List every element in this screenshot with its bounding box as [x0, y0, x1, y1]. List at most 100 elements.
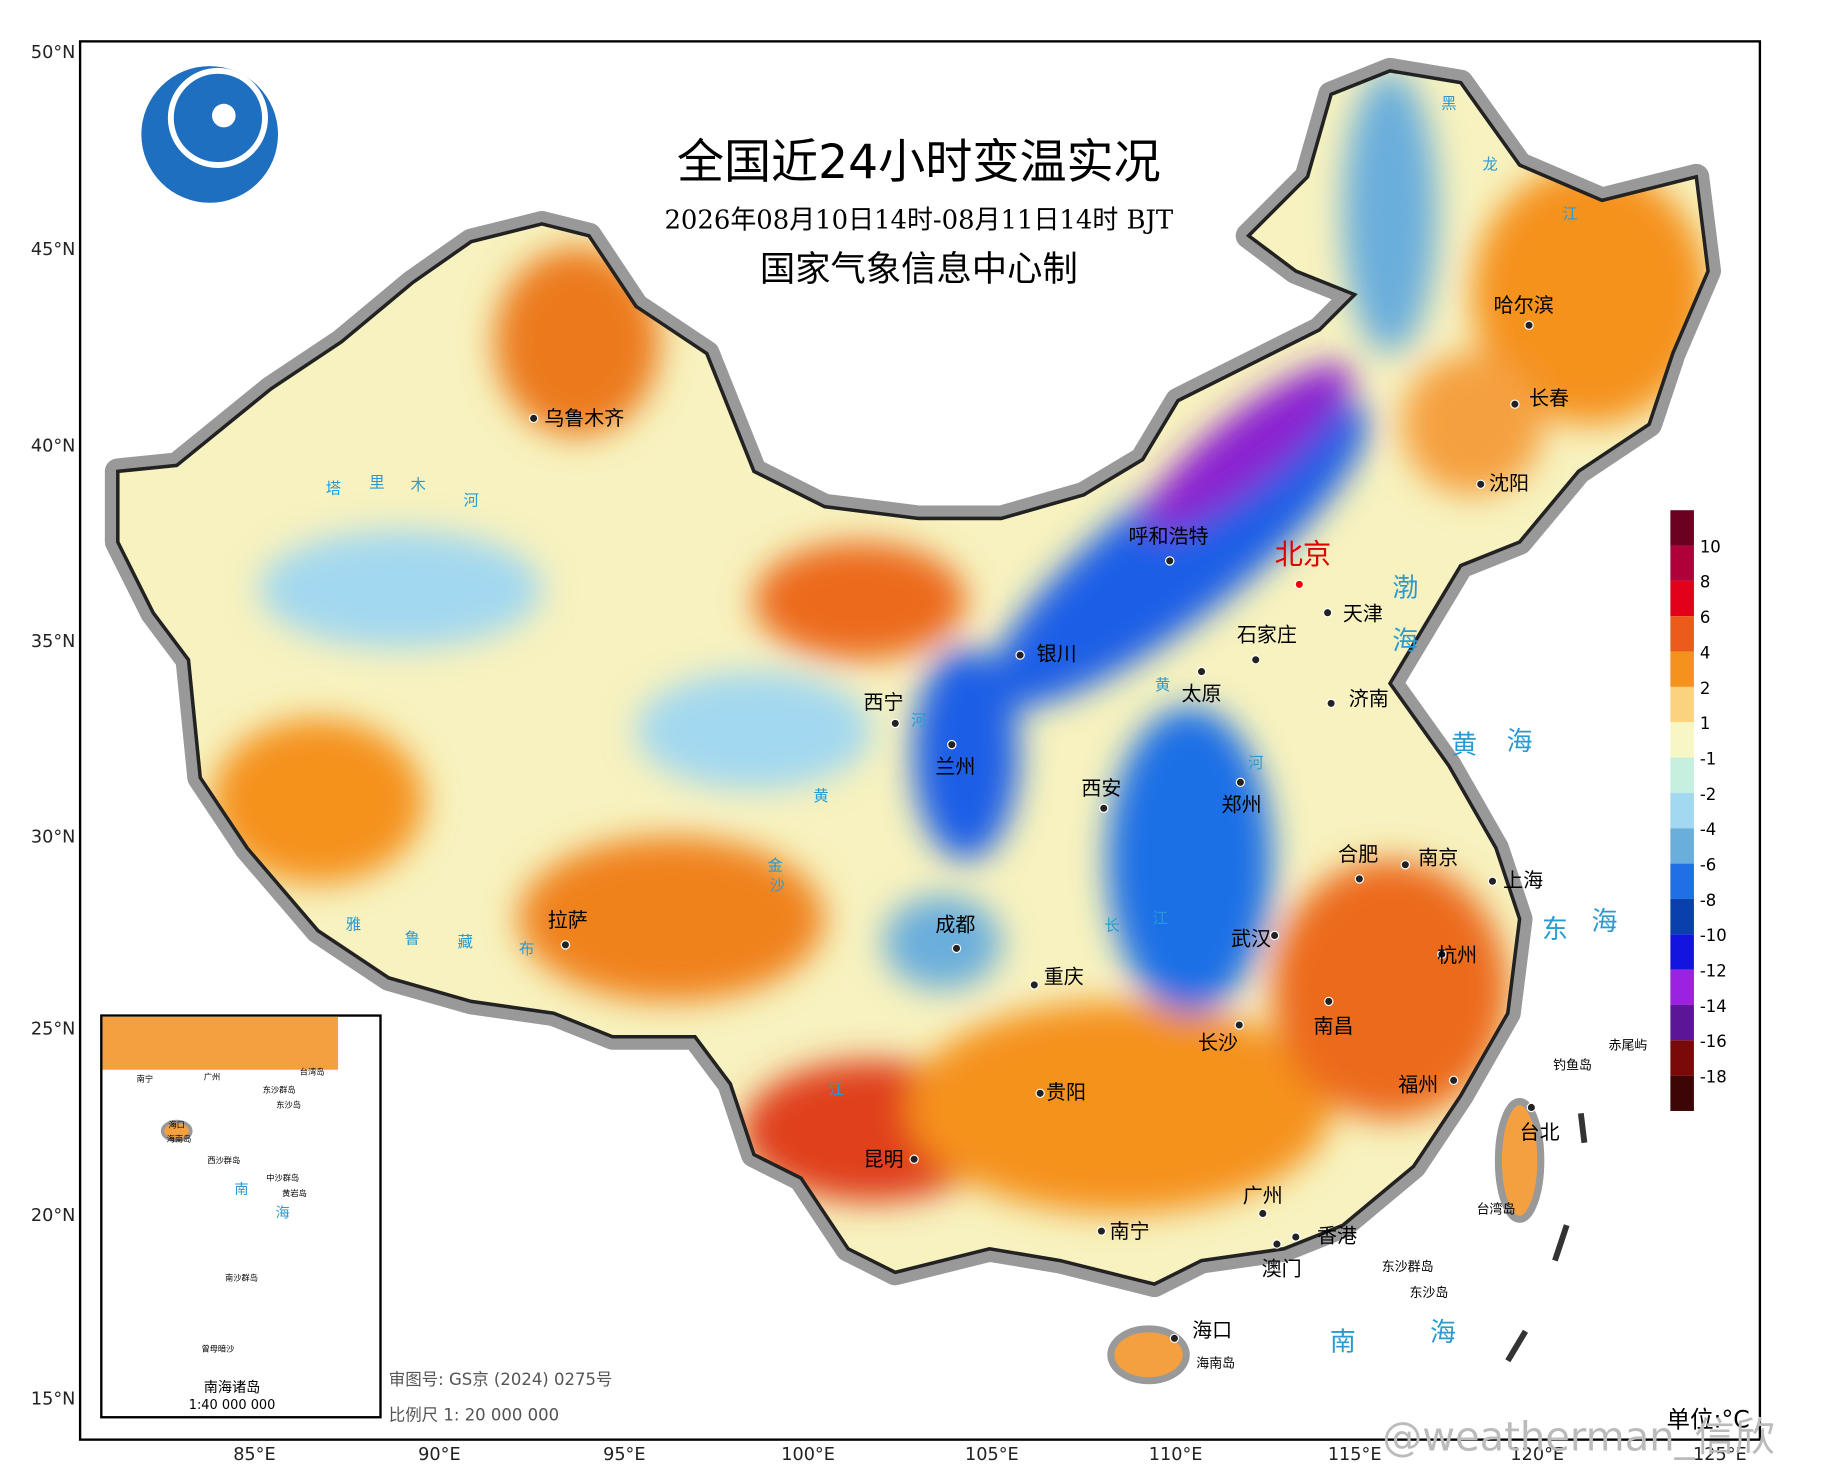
city-dot [890, 718, 900, 729]
city-label: 北京 [1275, 538, 1332, 571]
review-number: 审图号: GS京 (2024) 0275号 [389, 1370, 613, 1389]
city-label: 香港 [1317, 1224, 1357, 1248]
sea-label: 东 [1542, 915, 1568, 945]
lon-label: 115°E [1328, 1445, 1382, 1465]
lat-label: 40°N [31, 437, 76, 457]
city-dot [560, 940, 571, 950]
city-dot [1448, 1075, 1459, 1086]
river-label: 里 [369, 474, 384, 492]
legend-swatch [1670, 828, 1694, 864]
city-dot [1487, 876, 1498, 886]
lon-label: 110°E [1149, 1445, 1203, 1465]
city-label: 长春 [1529, 386, 1569, 410]
legend-label: 8 [1700, 573, 1710, 592]
inset-label: 南沙群岛 [225, 1273, 258, 1283]
city-label: 海口 [1192, 1318, 1232, 1342]
sea-label: 黄 [1451, 730, 1477, 760]
city-label: 太原 [1182, 682, 1222, 706]
sea-label: 海 [1507, 727, 1533, 757]
legend-swatch [1670, 934, 1694, 970]
legend-label: -8 [1700, 891, 1716, 910]
river-label: 黑 [1441, 94, 1456, 112]
lon-label: 105°E [965, 1445, 1019, 1465]
city-dot [1526, 1102, 1537, 1113]
city-dot [947, 739, 957, 750]
city-label: 澳门 [1262, 1257, 1302, 1281]
legend-label: 2 [1700, 679, 1710, 698]
city-dot [1015, 650, 1025, 660]
city-dot [1235, 777, 1246, 788]
inset-label: 海 [276, 1205, 290, 1221]
city-label: 石家庄 [1237, 623, 1297, 647]
inset-label: 东沙岛 [276, 1100, 301, 1110]
city-label: 重庆 [1044, 964, 1084, 988]
lat-label: 50°N [31, 43, 76, 63]
river-label: 黄 [813, 787, 828, 805]
inset-label: 海南岛 [167, 1134, 192, 1144]
field-blobs [212, 70, 1709, 1214]
legend-label: 10 [1700, 537, 1721, 556]
city-dot [1272, 1239, 1282, 1249]
legend-swatch [1670, 969, 1694, 1005]
city-label: 西宁 [863, 690, 903, 714]
legend: 10 8 6 4 2 1 -1 -2 -4 -6 -8 -10 -12 -14 -16 -18 [1670, 510, 1727, 1111]
subtitle: 2026年08月10日14时-08月11日14时 BJT [664, 206, 1173, 236]
city-label: 西安 [1081, 776, 1121, 800]
river-label: 沙 [770, 876, 785, 894]
inset-label: 中沙群岛 [266, 1173, 299, 1183]
city-dot [1234, 1020, 1244, 1030]
lat-label: 45°N [31, 240, 76, 260]
inset-label: 东沙群岛 [263, 1084, 296, 1094]
city-label: 南宁 [1110, 1219, 1150, 1243]
lon-label: 95°E [603, 1445, 645, 1465]
city-dot [1510, 399, 1520, 409]
city-dot [1169, 1333, 1180, 1344]
legend-swatch [1670, 510, 1694, 546]
city-label: 武汉 [1231, 927, 1271, 951]
city-dot [1324, 996, 1334, 1007]
city-dot [1251, 655, 1261, 665]
inset-label: 曾母暗沙 [201, 1343, 234, 1353]
river-label: 江 [1153, 909, 1168, 927]
lat-label: 30°N [31, 828, 76, 848]
producer: 国家气象信息中心制 [760, 249, 1078, 290]
legend-swatch [1670, 1075, 1694, 1111]
island-label: 东沙群岛 [1382, 1259, 1434, 1275]
island-label: 钓鱼岛 [1553, 1058, 1592, 1074]
sea-label: 海 [1392, 627, 1418, 657]
city-dot [1400, 860, 1411, 870]
inset-label: 南宁 [137, 1074, 153, 1084]
river-label: 木 [411, 476, 426, 494]
inset-label: 海口 [168, 1120, 184, 1130]
legend-swatch [1670, 1040, 1694, 1076]
lon-label: 90°E [418, 1445, 460, 1465]
legend-swatch [1670, 545, 1694, 581]
legend-label: -10 [1700, 926, 1727, 945]
sea-label: 海 [1430, 1318, 1456, 1348]
legend-label: -12 [1700, 961, 1727, 980]
city-label: 昆明 [863, 1147, 903, 1171]
city-dot [1294, 579, 1305, 590]
logo [141, 66, 279, 203]
legend-swatch [1670, 757, 1694, 793]
city-label: 成都 [935, 913, 975, 937]
legend-swatch [1670, 651, 1694, 687]
city-dot [1524, 320, 1534, 330]
legend-label: -16 [1700, 1032, 1727, 1051]
legend-swatch [1670, 898, 1694, 935]
taiwan [1494, 1098, 1545, 1223]
sea-label: 渤 [1392, 574, 1418, 604]
legend-label: 4 [1700, 643, 1710, 662]
city-dot [1269, 930, 1280, 941]
inset-scale: 1:40 000 000 [189, 1398, 276, 1413]
city-label: 哈尔滨 [1494, 293, 1554, 317]
title: 全国近24小时变温实况 [677, 135, 1161, 190]
city-dot [1165, 556, 1175, 566]
river-label: 藏 [458, 933, 473, 951]
river-label: 河 [464, 491, 479, 509]
lat-label: 35°N [31, 632, 76, 652]
lat-label: 25°N [31, 1020, 76, 1040]
watermark: @weatherman_信欣 [1382, 1415, 1775, 1461]
city-dot [1354, 874, 1365, 884]
legend-label: -1 [1700, 749, 1716, 768]
